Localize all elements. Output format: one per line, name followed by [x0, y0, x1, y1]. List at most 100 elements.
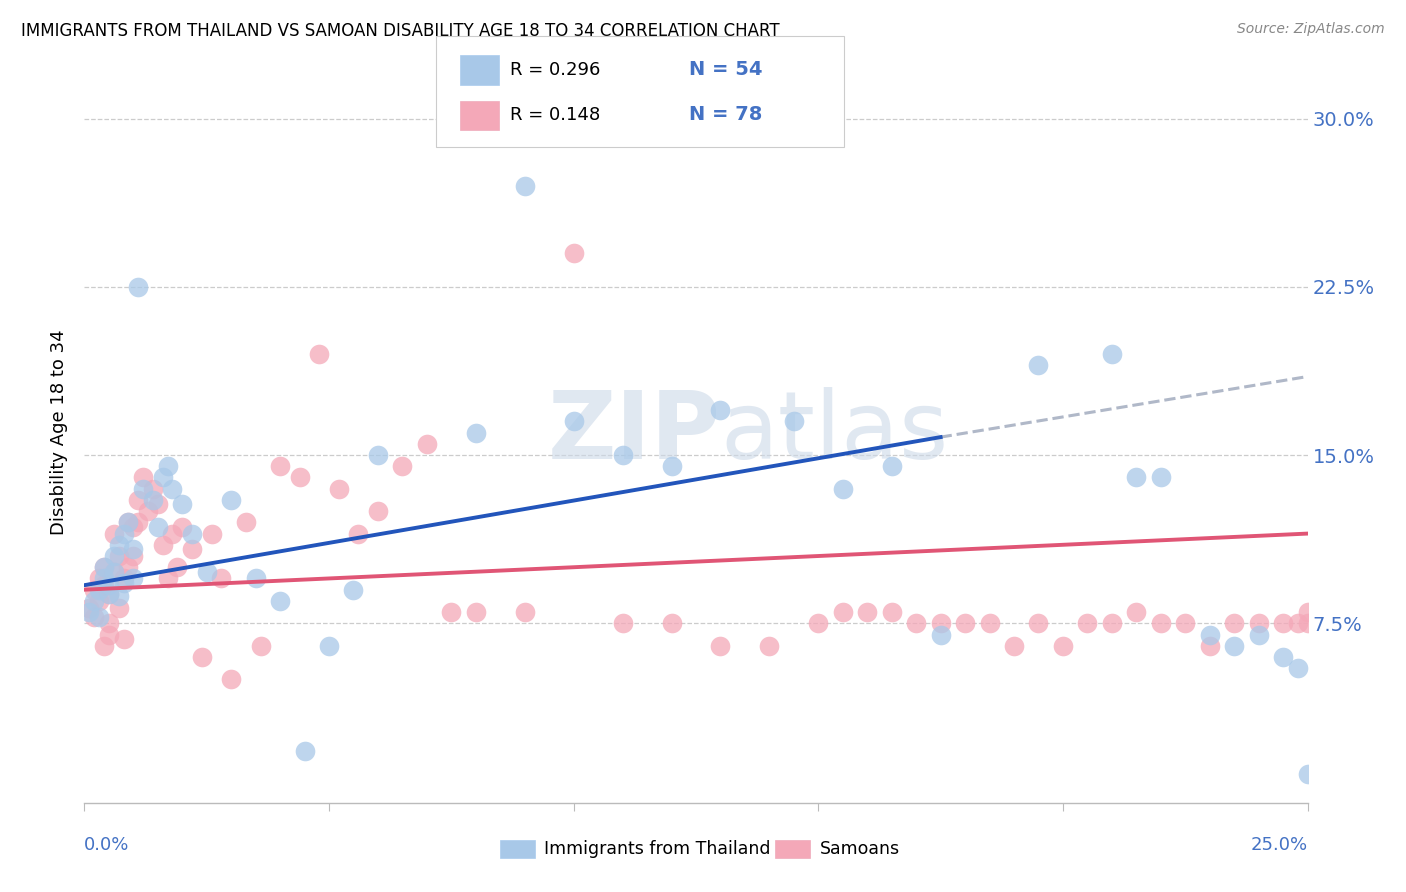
Point: [391, 459, 413, 474]
Point: [1223, 639, 1246, 653]
Text: R = 0.148: R = 0.148: [510, 106, 600, 124]
Point: [146, 520, 169, 534]
Point: [288, 470, 311, 484]
Point: [142, 482, 165, 496]
Point: [464, 605, 486, 619]
Point: [1286, 661, 1309, 675]
Point: [172, 520, 194, 534]
Bar: [776, 840, 810, 858]
Point: [1101, 616, 1123, 631]
Point: [127, 492, 149, 507]
Point: [209, 571, 232, 585]
Point: [416, 437, 439, 451]
Point: [269, 594, 291, 608]
Point: [783, 414, 806, 428]
Point: [979, 616, 1001, 631]
Point: [1296, 616, 1319, 631]
Point: [142, 492, 165, 507]
Point: [146, 497, 169, 511]
Text: N = 78: N = 78: [689, 105, 762, 124]
Point: [562, 414, 585, 428]
Point: [97, 587, 120, 601]
Text: atlas: atlas: [720, 386, 949, 479]
Point: [856, 605, 879, 619]
Point: [152, 470, 174, 484]
Point: [807, 616, 830, 631]
Point: [1247, 627, 1270, 641]
Point: [367, 448, 389, 462]
Point: [269, 459, 291, 474]
Point: [181, 542, 204, 557]
Point: [97, 578, 120, 592]
Point: [880, 605, 903, 619]
Point: [1002, 639, 1025, 653]
Point: [513, 178, 536, 193]
Point: [1150, 470, 1173, 484]
Point: [953, 616, 976, 631]
Point: [103, 565, 125, 579]
Point: [1125, 605, 1147, 619]
Point: [122, 520, 145, 534]
Point: [103, 565, 125, 579]
Point: [1028, 616, 1050, 631]
Point: [93, 571, 115, 585]
Text: Samoans: Samoans: [820, 839, 900, 858]
Point: [1198, 639, 1220, 653]
Y-axis label: Disability Age 18 to 34: Disability Age 18 to 34: [51, 330, 69, 535]
Point: [219, 492, 242, 507]
Point: [328, 482, 350, 496]
Point: [93, 560, 115, 574]
Point: [308, 347, 330, 361]
Point: [162, 526, 184, 541]
Point: [112, 571, 135, 585]
Text: N = 54: N = 54: [689, 61, 762, 79]
Point: [1052, 639, 1074, 653]
Point: [136, 504, 159, 518]
Text: IMMIGRANTS FROM THAILAND VS SAMOAN DISABILITY AGE 18 TO 34 CORRELATION CHART: IMMIGRANTS FROM THAILAND VS SAMOAN DISAB…: [21, 22, 780, 40]
Point: [1076, 616, 1098, 631]
Point: [1247, 616, 1270, 631]
Point: [245, 571, 267, 585]
Point: [77, 600, 100, 615]
Point: [87, 582, 110, 597]
Point: [347, 526, 370, 541]
Point: [87, 594, 110, 608]
Point: [1272, 650, 1295, 665]
Bar: [501, 840, 534, 858]
Point: [112, 632, 135, 646]
Point: [709, 639, 731, 653]
Point: [612, 616, 634, 631]
Point: [103, 549, 125, 563]
Point: [87, 609, 110, 624]
Point: [122, 542, 145, 557]
Point: [127, 280, 149, 294]
Point: [758, 639, 780, 653]
Point: [1125, 470, 1147, 484]
Point: [181, 526, 204, 541]
Point: [318, 639, 340, 653]
Point: [929, 627, 952, 641]
Text: R = 0.296: R = 0.296: [510, 61, 600, 78]
Point: [107, 549, 129, 563]
Point: [235, 516, 257, 530]
Point: [117, 516, 139, 530]
Point: [107, 600, 129, 615]
Point: [107, 538, 129, 552]
Point: [195, 565, 218, 579]
Point: [440, 605, 463, 619]
Point: [1296, 605, 1319, 619]
Point: [1174, 616, 1197, 631]
Point: [905, 616, 928, 631]
Point: [117, 516, 139, 530]
Point: [831, 605, 853, 619]
Point: [1296, 766, 1319, 780]
Point: [97, 616, 120, 631]
Point: [77, 605, 100, 619]
Point: [132, 470, 155, 484]
Point: [1286, 616, 1309, 631]
Point: [1028, 359, 1050, 373]
Point: [709, 403, 731, 417]
Point: [880, 459, 903, 474]
Point: [612, 448, 634, 462]
Point: [97, 587, 120, 601]
